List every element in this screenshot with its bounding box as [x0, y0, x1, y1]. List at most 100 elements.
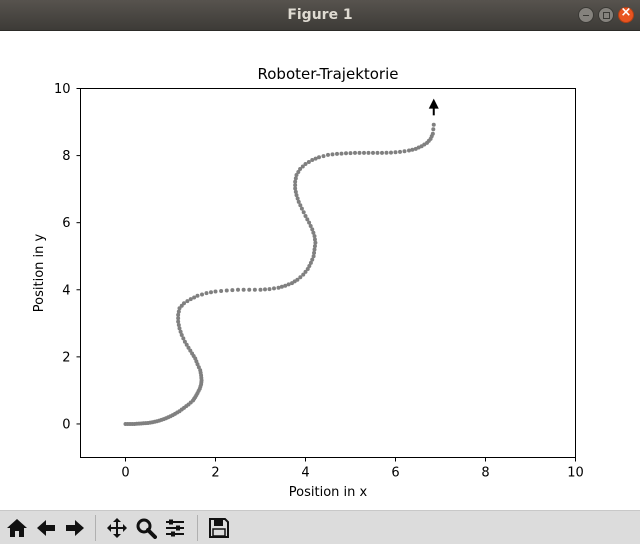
trajectory-point	[298, 167, 303, 172]
trajectory-point	[353, 150, 357, 155]
trajectory-point	[375, 150, 380, 155]
trajectory-point	[402, 149, 407, 154]
trajectory-point	[230, 288, 235, 293]
trajectory-point	[311, 254, 316, 259]
trajectory-point	[204, 291, 209, 296]
trajectory-point	[298, 275, 303, 280]
trajectory-point	[308, 260, 313, 265]
x-tick-label: 6	[391, 466, 399, 481]
trajectory-point	[213, 289, 218, 294]
trajectory-point	[293, 189, 298, 194]
minimize-button[interactable]	[578, 7, 594, 23]
trajectory-point	[178, 329, 183, 334]
trajectory-point	[272, 286, 276, 291]
x-tick-label: 8	[481, 466, 489, 481]
trajectory-point	[362, 150, 366, 155]
trajectory-point	[407, 148, 411, 153]
trajectory-point	[410, 147, 415, 152]
trajectory-point	[176, 312, 181, 317]
trajectory-point	[303, 213, 308, 218]
trajectory-point	[200, 292, 204, 297]
y-tick-label: 8	[62, 149, 70, 164]
trajectory-point	[296, 170, 301, 175]
trajectory-point	[311, 230, 316, 235]
trajectory-point	[298, 203, 303, 208]
trajectory-point	[312, 244, 317, 249]
trajectory-point	[310, 227, 315, 232]
title-bar[interactable]: Figure 1	[0, 0, 640, 31]
trajectory-point	[224, 288, 229, 293]
trajectory-points	[123, 122, 436, 426]
plot-svg: Roboter-Trajektorie 0 2 4 6 8 10 0 2 4 6 8 10 Posit…	[32, 65, 584, 500]
trajectory-point	[179, 333, 184, 338]
trajectory-point	[258, 287, 263, 292]
trajectory-point	[276, 285, 281, 290]
trajectory-point	[188, 297, 193, 302]
trajectory-point	[176, 316, 181, 321]
trajectory-point	[305, 217, 310, 222]
trajectory-point	[279, 284, 284, 289]
back-button[interactable]	[33, 515, 59, 541]
save-button[interactable]	[206, 515, 232, 541]
trajectory-point	[184, 342, 189, 347]
trajectory-point	[380, 150, 384, 155]
pan-button[interactable]	[104, 515, 130, 541]
trajectory-point	[293, 186, 298, 191]
trajectory-point	[236, 287, 240, 292]
home-icon	[7, 519, 27, 537]
trajectory-point	[389, 150, 393, 155]
trajectory-point	[195, 293, 200, 298]
back-arrow-icon	[37, 520, 55, 536]
trajectory-point	[252, 287, 257, 292]
zoom-icon	[136, 518, 157, 539]
trajectory-point	[181, 336, 186, 341]
trajectory-point	[330, 152, 335, 157]
trajectory-point	[294, 193, 299, 198]
forward-button[interactable]	[62, 515, 88, 541]
trajectory-point	[185, 299, 190, 304]
trajectory-point	[312, 237, 317, 242]
toolbar-separator	[197, 515, 198, 541]
trajectory-point	[295, 277, 300, 282]
trajectory-point	[192, 295, 197, 300]
trajectory-point	[313, 156, 318, 161]
trajectory-point	[339, 151, 344, 156]
home-button[interactable]	[4, 515, 30, 541]
y-axis-label: Position in y	[32, 233, 47, 312]
trajectory-point	[286, 282, 291, 287]
trajectory-point	[310, 257, 315, 262]
x-tick-label: 4	[301, 466, 309, 481]
trajectory-point	[209, 290, 213, 295]
trajectory-point	[301, 210, 306, 215]
maximize-button[interactable]	[598, 7, 614, 23]
trajectory-point	[182, 301, 186, 306]
axis-ticks: 0 2 4 6 8 10 0 2 4 6 8 10	[54, 82, 584, 481]
trajectory-point	[384, 150, 389, 155]
trajectory-point	[303, 161, 308, 166]
configure-subplots-icon	[166, 519, 184, 537]
x-tick-label: 2	[211, 466, 219, 481]
trajectory-point	[312, 234, 317, 239]
trajectory-point	[307, 263, 312, 268]
trajectory-point	[306, 159, 311, 164]
trajectory-point	[294, 173, 299, 178]
zoom-button[interactable]	[133, 515, 159, 541]
trajectory-point	[300, 164, 305, 169]
trajectory-point	[219, 288, 224, 293]
trajectory-point	[357, 150, 362, 155]
trajectory-point	[317, 155, 321, 160]
trajectory-point	[190, 351, 195, 356]
pan-icon	[107, 518, 127, 538]
navigation-toolbar	[0, 510, 640, 544]
trajectory-point	[313, 240, 318, 245]
trajectory-point	[198, 368, 203, 373]
direction-arrow	[428, 98, 439, 116]
trajectory-point	[321, 154, 326, 159]
configure-subplots-button[interactable]	[162, 515, 188, 541]
close-button[interactable]	[618, 5, 634, 23]
figure-canvas[interactable]: Roboter-Trajektorie 0 2 4 6 8 10 0 2 4 6 8 10 Posit…	[0, 30, 640, 510]
chart-title: Roboter-Trajektorie	[258, 65, 399, 83]
trajectory-point	[305, 266, 310, 271]
trajectory-point	[177, 326, 182, 331]
x-axis-label: Position in x	[289, 485, 368, 500]
